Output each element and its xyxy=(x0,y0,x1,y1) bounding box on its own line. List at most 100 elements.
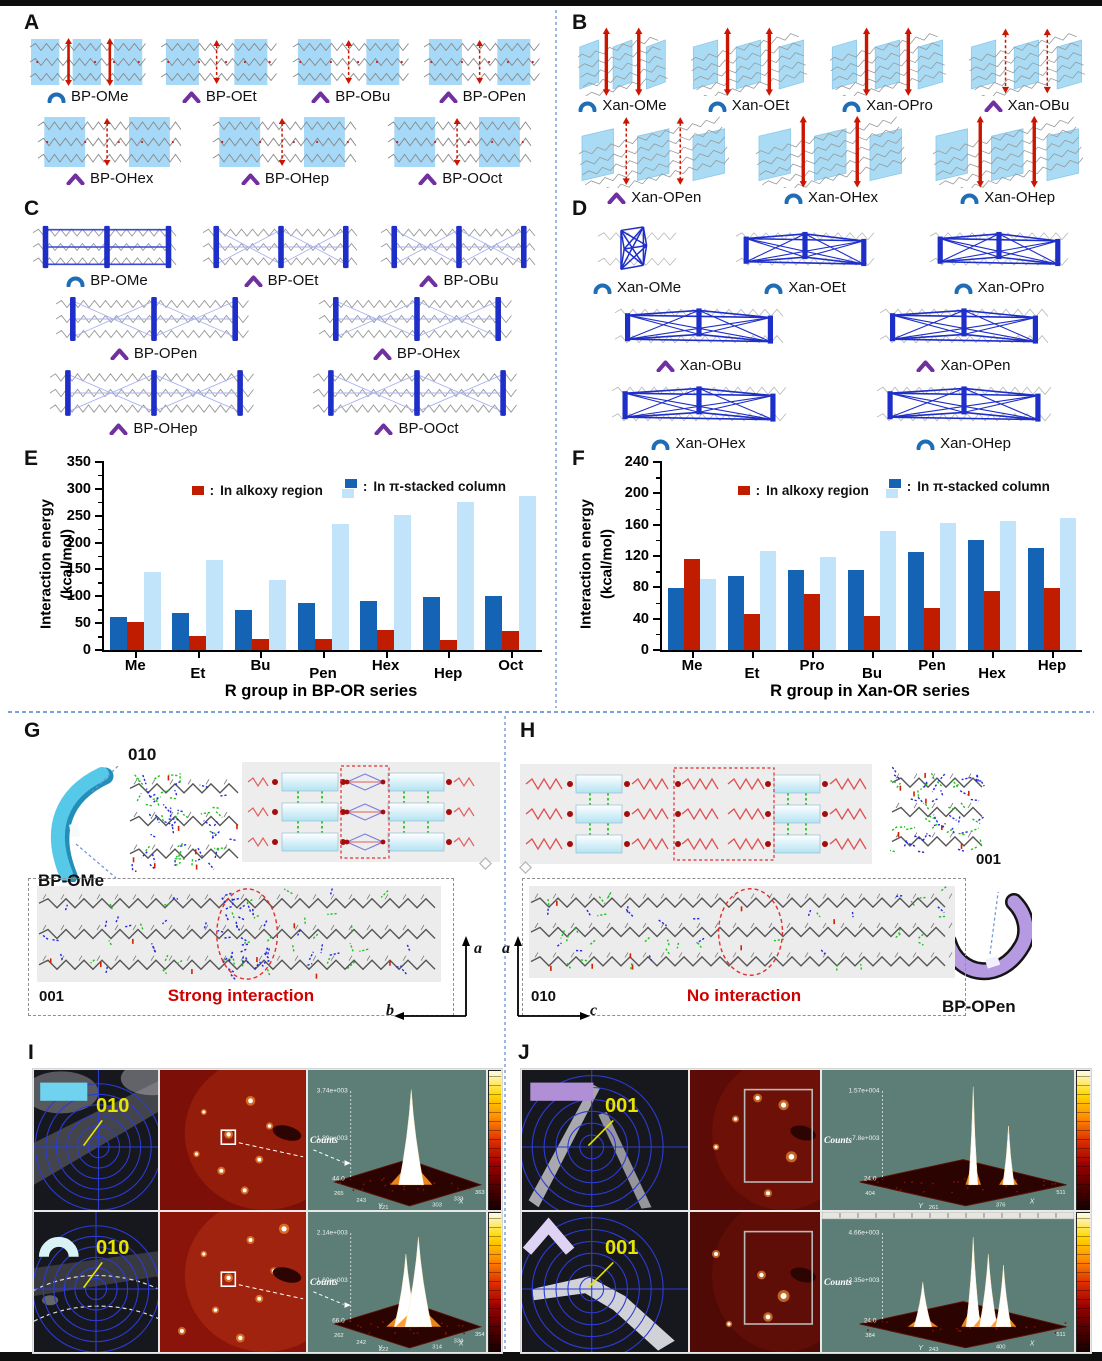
axis-a-label: a xyxy=(474,940,482,957)
plane-label-010: 010 xyxy=(128,745,157,764)
y-tick-label: 120 xyxy=(624,548,649,564)
x-category-label: Hex xyxy=(371,657,400,674)
surface-plot-cell: 2.14e+003 1.60e+003 66.0 Counts 262 242 222 314… xyxy=(308,1212,486,1352)
bar xyxy=(744,613,760,650)
svg-text:Y: Y xyxy=(918,1203,924,1210)
svg-text:2.35e+003: 2.35e+003 xyxy=(849,1277,880,1284)
legend-separator: : xyxy=(362,478,368,494)
view-plane-label: 010 xyxy=(531,988,557,1005)
compound-name: Xan-OHex xyxy=(675,435,746,452)
axis-arrow-set xyxy=(394,936,470,1020)
legend-alkoxy: : In alkoxy region xyxy=(191,483,323,498)
y-minor-tick xyxy=(656,602,662,604)
packing-item: BP-OMe xyxy=(32,223,182,289)
packing-item: Xan-OBu xyxy=(968,26,1085,114)
plane-index-label: 010 xyxy=(96,1095,129,1117)
compound-label-row: Xan-OPen xyxy=(916,357,1011,374)
svg-text:X: X xyxy=(458,1341,464,1348)
panel-C-letter: C xyxy=(24,197,40,220)
y-tick-label: 160 xyxy=(624,516,649,533)
compound-name: Xan-OPen xyxy=(940,357,1011,374)
compound-name: Xan-OHep xyxy=(940,435,1011,452)
svg-text:X: X xyxy=(1029,1199,1035,1206)
compound-name: BP-OPen xyxy=(133,344,198,362)
energy-framework-schematic xyxy=(202,225,358,268)
packing-row: Xan-OHex Xan-OHep xyxy=(566,374,1096,452)
arc-crystal-swatch xyxy=(38,1237,79,1258)
bar-group: Hex xyxy=(354,462,417,674)
packing-schematic xyxy=(37,117,182,167)
svg-text:404: 404 xyxy=(865,1191,875,1197)
packing-schematic xyxy=(161,39,278,85)
svg-text:1.57e+004: 1.57e+004 xyxy=(849,1087,880,1094)
packing-item: Xan-OPen xyxy=(879,296,1049,374)
svg-text:333: 333 xyxy=(454,1196,464,1202)
chevron-icon xyxy=(419,274,438,287)
svg-text:242: 242 xyxy=(356,1340,366,1346)
panel-D-letter: D xyxy=(572,197,588,220)
x-tick xyxy=(448,650,451,658)
compound-label-row: BP-OBu xyxy=(311,88,390,105)
chevron-icon xyxy=(916,359,935,372)
legend-swatch-red xyxy=(737,485,750,495)
y-minor-tick xyxy=(98,474,104,477)
compound-label-row: Xan-OPro xyxy=(954,279,1044,296)
arc-icon xyxy=(47,90,66,103)
x-tick xyxy=(1052,650,1054,658)
x-category-label: Bu xyxy=(250,657,271,674)
compound-label-row: Xan-OMe xyxy=(578,97,667,114)
chevron-icon xyxy=(607,191,626,204)
bar-group: Me xyxy=(104,462,167,674)
bar xyxy=(728,576,744,650)
packing-row: BP-OPen BP-OHex xyxy=(22,294,548,362)
arc-icon xyxy=(954,281,973,294)
packing-row: BP-OMe BP-OEt BP-OBu BP-OPen xyxy=(22,37,548,105)
molecular-layer-image xyxy=(529,884,955,983)
y-minor-tick xyxy=(98,636,104,638)
y-tick xyxy=(653,461,662,463)
arc-icon xyxy=(578,99,597,112)
compound-label-row: Xan-OBu xyxy=(656,357,741,374)
crystal-name: BP-OPen xyxy=(942,997,1016,1016)
bar xyxy=(820,556,836,650)
bar-group: Oct xyxy=(479,462,542,674)
y-minor-tick xyxy=(98,609,104,611)
compound-label-row: BP-OHep xyxy=(109,420,198,437)
bar-series: Me Et Bu Pen Hex Hep Oct xyxy=(104,462,542,682)
compound-name: BP-OMe xyxy=(90,271,148,289)
x-category-label: Hep xyxy=(1037,657,1067,674)
bar xyxy=(268,580,286,650)
y-minor-tick xyxy=(98,501,104,504)
energy-framework-schematic xyxy=(879,308,1048,344)
divider-horizontal xyxy=(8,711,1094,713)
energy-framework-schematic xyxy=(32,225,177,268)
energy-framework-schematic xyxy=(380,225,536,268)
y-axis-label: Interaction energy xyxy=(577,498,595,630)
x-axis-label: R group in Xan-OR series xyxy=(770,682,970,700)
bar-series: Me Et Pro Bu Pen Hex Hep xyxy=(662,462,1082,682)
axis-arrows xyxy=(388,932,488,1029)
packing-item: BP-OBu xyxy=(292,37,410,105)
plot-area: 0 40 80 120 160 200 240 Me Et Pro Bu Pen Hex Hep: In a… xyxy=(625,454,1082,682)
packing-item: Xan-OPro xyxy=(929,220,1069,296)
x-tick xyxy=(872,650,874,658)
bar xyxy=(143,571,161,650)
counts-label: Counts xyxy=(310,1136,338,1146)
x-category-label: Pro xyxy=(799,657,825,674)
diamond-icon xyxy=(518,860,533,875)
colorbar-cell xyxy=(1076,1212,1090,1352)
packing-item: Xan-OHep xyxy=(932,114,1083,206)
bar xyxy=(314,639,332,650)
packing-item: Xan-OMe xyxy=(577,26,668,114)
panel-B-letter: B xyxy=(572,11,588,34)
molecular-column-image xyxy=(129,773,239,876)
y-axis-label-units: (kcal/mol) xyxy=(598,528,616,600)
packing-item: Xan-OEt xyxy=(735,220,875,296)
x-tick xyxy=(385,650,388,658)
y-tick-label: 0 xyxy=(82,642,91,658)
svg-text:1.60e+003: 1.60e+003 xyxy=(317,1277,348,1284)
interaction-annotation: No interaction xyxy=(686,986,802,1005)
compound-name: BP-OHex xyxy=(89,170,154,187)
compound-label-row: Xan-OPro xyxy=(842,97,933,114)
xrd-diffraction-image xyxy=(690,1212,820,1352)
